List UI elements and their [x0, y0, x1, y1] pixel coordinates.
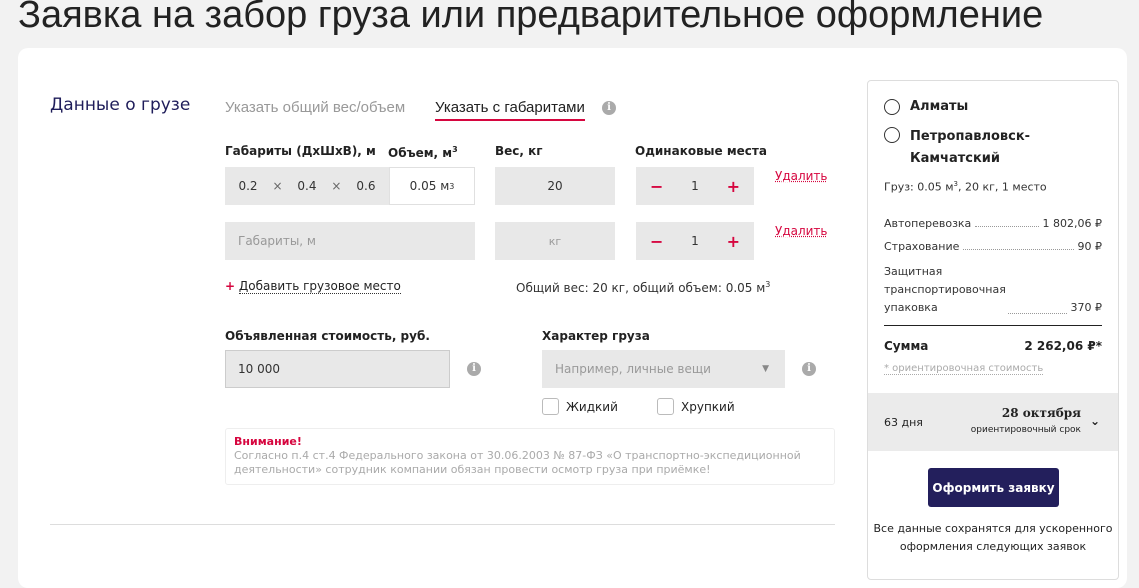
places-stepper[interactable]: −1 +	[636, 167, 754, 205]
submit-button[interactable]: Оформить заявку	[928, 468, 1059, 507]
info-icon[interactable]: i	[602, 101, 616, 115]
cargo-summary: Груз: 0.05 м3, 20 кг, 1 место	[884, 180, 1047, 194]
dropdown-arrow-icon: ▼	[762, 364, 769, 374]
total-label: Сумма	[884, 339, 929, 353]
tab-dimensions[interactable]: Указать с габаритами	[435, 99, 585, 121]
total-value: 2 262,06 ₽*	[1024, 339, 1102, 353]
warning-box: Внимание! Согласно п.4 ст.4 Федерального…	[225, 428, 835, 485]
cargo-type-select[interactable]: Например, личные вещи ▼	[542, 350, 785, 388]
info-icon[interactable]: i	[467, 362, 481, 376]
cost-line: Страхование 90 ₽	[884, 240, 1102, 253]
fragile-label: Хрупкий	[681, 400, 735, 414]
weight-input[interactable]: 20	[495, 167, 615, 205]
cost-line: Защитная транспортировочная упаковка 370 …	[884, 265, 1102, 314]
cost-line: Автоперевозка 1 802,06 ₽	[884, 217, 1102, 230]
places-header: Одинаковые места	[635, 144, 767, 158]
info-icon[interactable]: i	[802, 362, 816, 376]
plus-icon: +	[225, 279, 236, 293]
totals-text: Общий вес: 20 кг, общий объем: 0.05 м3	[516, 280, 771, 295]
section-title: Данные о грузе	[50, 95, 191, 115]
footer-note: Все данные сохранятся для ускоренного оф…	[873, 522, 1113, 553]
plus-icon[interactable]: +	[726, 231, 740, 251]
delivery-date-note: ориентировочный срок	[970, 425, 1081, 435]
minus-icon[interactable]: −	[650, 231, 664, 251]
delivery-date: 28 октября	[1001, 406, 1081, 420]
chevron-down-icon[interactable]: ⌄	[1090, 414, 1101, 428]
city-radio-petropavlovsk[interactable]	[884, 127, 900, 143]
places-stepper[interactable]: −1 +	[636, 222, 754, 260]
declared-value-label: Объявленная стоимость, руб.	[225, 329, 430, 343]
estimate-note[interactable]: * ориентировочная стоимость	[884, 363, 1044, 375]
weight-input[interactable]: кг	[495, 222, 615, 260]
divider	[884, 325, 1102, 326]
liquid-label: Жидкий	[566, 400, 618, 414]
city-label: Петропавловск-Камчатский	[910, 129, 1031, 166]
delivery-days: 63 дня	[884, 416, 923, 429]
delete-link[interactable]: Удалить	[775, 169, 828, 183]
divider	[50, 524, 835, 525]
warning-title: Внимание!	[234, 435, 302, 448]
plus-icon[interactable]: +	[726, 176, 740, 196]
delivery-term-bar[interactable]	[868, 393, 1118, 451]
volume-header: Объем, м3	[388, 145, 458, 160]
tab-total-weight[interactable]: Указать общий вес/объем	[225, 99, 406, 116]
fragile-checkbox[interactable]	[657, 398, 674, 415]
page-title: Заявка на забор груза или предварительно…	[18, 0, 1044, 36]
cargo-type-label: Характер груза	[542, 329, 650, 343]
declared-value-input[interactable]: 10 000	[225, 350, 450, 388]
city-radio-almaty[interactable]	[884, 99, 900, 115]
dims-input[interactable]: Габариты, м	[225, 222, 475, 260]
dims-header: Габариты (ДхШхВ), м	[225, 144, 376, 158]
weight-header: Вес, кг	[495, 144, 543, 158]
liquid-checkbox[interactable]	[542, 398, 559, 415]
city-label: Алматы	[910, 99, 969, 114]
add-place-link[interactable]: + Добавить грузовое место	[225, 279, 401, 294]
dims-input[interactable]: 0.2 × 0.4 × 0.6	[225, 167, 389, 205]
delete-link[interactable]: Удалить	[775, 224, 828, 238]
warning-text: Согласно п.4 ст.4 Федерального закона от…	[234, 449, 801, 476]
minus-icon[interactable]: −	[650, 176, 664, 196]
